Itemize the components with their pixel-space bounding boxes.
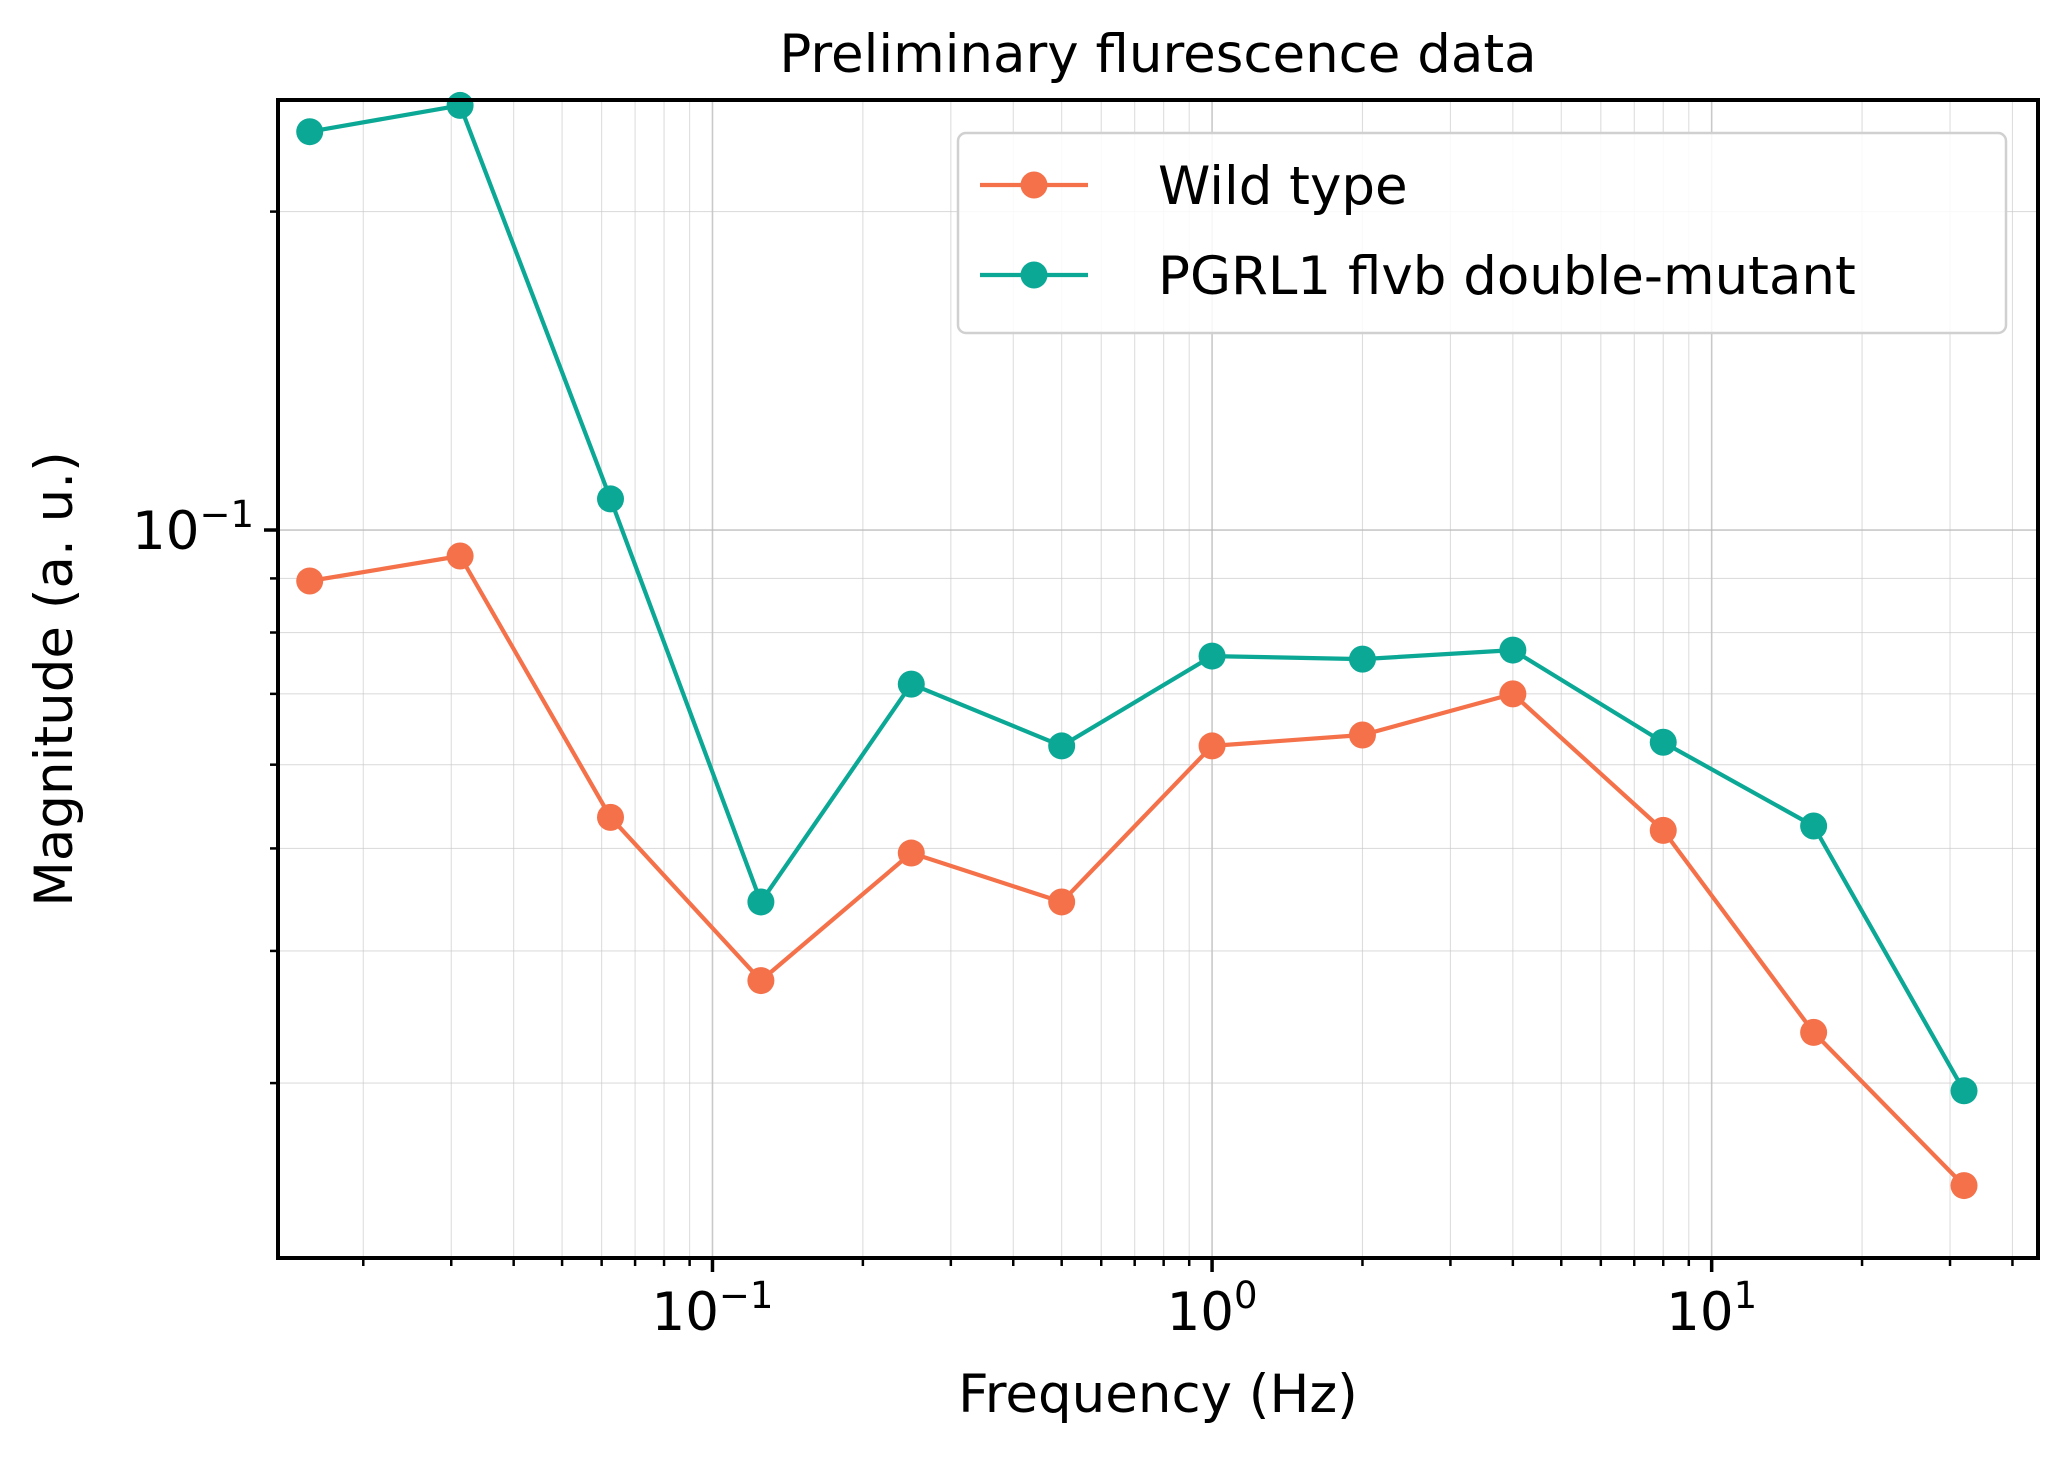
data-point	[1950, 1172, 1978, 1200]
series-layer	[296, 91, 1978, 1200]
data-point	[747, 967, 775, 995]
data-point	[446, 542, 474, 570]
data-point	[1649, 816, 1677, 844]
data-point	[1348, 721, 1376, 749]
series-line	[309, 103, 1966, 1092]
x-axis-label: Frequency (Hz)	[958, 1364, 1358, 1425]
data-point	[296, 567, 324, 595]
series-2	[296, 91, 1978, 1105]
data-point	[1048, 732, 1076, 760]
data-point	[897, 670, 925, 698]
data-point	[1348, 645, 1376, 673]
y-axis-label: Magnitude (a. u.)	[24, 451, 85, 907]
legend-item: Wild type	[980, 156, 1408, 217]
data-point	[897, 839, 925, 867]
data-point	[446, 91, 474, 119]
x-tick-label: 100	[1167, 1274, 1258, 1343]
series-line	[309, 553, 1966, 1188]
legend-box	[956, 131, 2008, 335]
data-point	[1649, 728, 1677, 756]
x-tick-label: 101	[1666, 1274, 1757, 1343]
data-point	[1950, 1077, 1978, 1105]
data-point	[1048, 888, 1076, 916]
data-point	[1499, 636, 1527, 664]
legend-item: PGRL1 flvb double-mutant	[980, 246, 1856, 307]
legend-marker	[1020, 171, 1048, 199]
series-1	[296, 542, 1978, 1200]
legend: Wild type PGRL1 flvb double-mutant	[956, 131, 2008, 335]
x-tick-label: 10−1	[651, 1274, 773, 1343]
data-point	[597, 803, 625, 831]
data-point	[1499, 680, 1527, 708]
plot-frame	[276, 98, 2040, 1260]
data-point	[296, 118, 324, 146]
axis-ticks: 10−1 100 101 10−1	[132, 210, 2014, 1343]
y-tick-label: 10−1	[132, 493, 254, 562]
data-point	[1800, 812, 1828, 840]
legend-label: Wild type	[1158, 156, 1408, 217]
data-point	[597, 485, 625, 513]
data-point	[1198, 642, 1226, 670]
legend-label: PGRL1 flvb double-mutant	[1158, 246, 1856, 307]
chart-title: Preliminary flurescence data	[779, 24, 1536, 85]
data-point	[747, 888, 775, 916]
legend-marker	[1020, 261, 1048, 289]
data-point	[1198, 732, 1226, 760]
data-point	[1800, 1018, 1828, 1046]
